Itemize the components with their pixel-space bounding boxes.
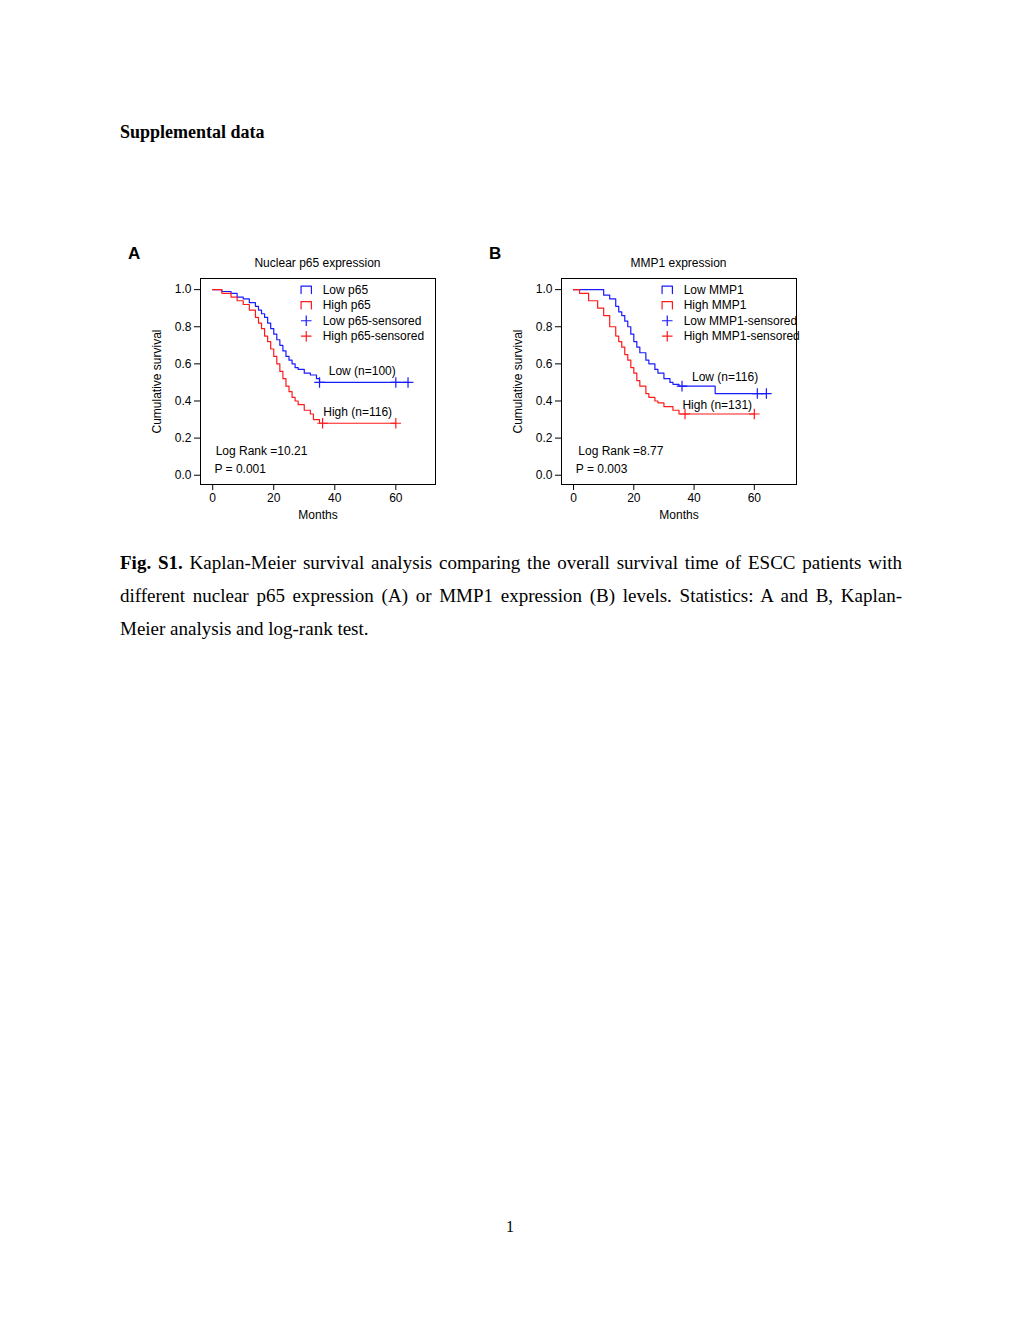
- svg-text:Low (n=100): Low (n=100): [329, 364, 396, 378]
- svg-text:Low MMP1: Low MMP1: [684, 283, 744, 297]
- svg-text:Low MMP1-sensored: Low MMP1-sensored: [684, 314, 797, 328]
- svg-text:40: 40: [687, 491, 701, 505]
- svg-text:P = 0.003: P = 0.003: [576, 462, 628, 476]
- html-text:1: 1: [506, 1218, 514, 1235]
- svg-text:Low p65: Low p65: [323, 283, 369, 297]
- svg-text:0.6: 0.6: [536, 357, 553, 371]
- svg-text:P = 0.001: P = 0.001: [214, 462, 266, 476]
- svg-text:Months: Months: [659, 508, 698, 522]
- svg-text:Log Rank =10.21: Log Rank =10.21: [216, 444, 308, 458]
- svg-text:0: 0: [209, 491, 216, 505]
- html-text:MMP1 expression: MMP1 expression: [630, 256, 727, 270]
- svg-text:High MMP1-sensored: High MMP1-sensored: [684, 329, 800, 343]
- svg-text:0.0: 0.0: [536, 468, 553, 482]
- svg-text:High (n=116): High (n=116): [323, 405, 392, 419]
- svg-text:0.0: 0.0: [175, 468, 192, 482]
- html-text:Nuclear p65 expression: Nuclear p65 expression: [254, 256, 381, 270]
- svg-text:0.4: 0.4: [536, 394, 553, 408]
- svg-text:0: 0: [570, 491, 577, 505]
- svg-text:0.8: 0.8: [536, 320, 553, 334]
- svg-text:Log Rank =8.77: Log Rank =8.77: [578, 444, 663, 458]
- svg-text:20: 20: [267, 491, 281, 505]
- html-text:B: B: [489, 244, 502, 263]
- svg-text:Low p65-sensored: Low p65-sensored: [323, 314, 422, 328]
- svg-text:1.0: 1.0: [175, 282, 192, 296]
- svg-text:Cumulative survival: Cumulative survival: [511, 329, 525, 433]
- html-text:Supplemental data: Supplemental data: [120, 122, 265, 142]
- svg-text:0.2: 0.2: [175, 431, 192, 445]
- svg-text:Low (n=116): Low (n=116): [692, 370, 758, 384]
- svg-text:0.4: 0.4: [175, 394, 192, 408]
- svg-text:60: 60: [389, 491, 403, 505]
- svg-text:1.0: 1.0: [536, 282, 553, 296]
- html-text:A: A: [128, 244, 141, 263]
- svg-text:High MMP1: High MMP1: [684, 298, 747, 312]
- svg-text:Months: Months: [298, 508, 337, 522]
- svg-text:0.8: 0.8: [175, 320, 192, 334]
- svg-text:Cumulative survival: Cumulative survival: [150, 329, 164, 433]
- svg-text:40: 40: [328, 491, 342, 505]
- svg-text:0.2: 0.2: [536, 431, 553, 445]
- svg-text:20: 20: [627, 491, 641, 505]
- svg-text:High (n=131): High (n=131): [682, 398, 752, 412]
- svg-text:High p65-sensored: High p65-sensored: [323, 329, 424, 343]
- svg-text:High p65: High p65: [323, 298, 371, 312]
- svg-text:60: 60: [748, 491, 762, 505]
- html-text:Fig. S1. Kaplan-Meier survival: Fig. S1. Kaplan-Meier survival analysis …: [120, 552, 902, 639]
- svg-text:0.6: 0.6: [175, 357, 192, 371]
